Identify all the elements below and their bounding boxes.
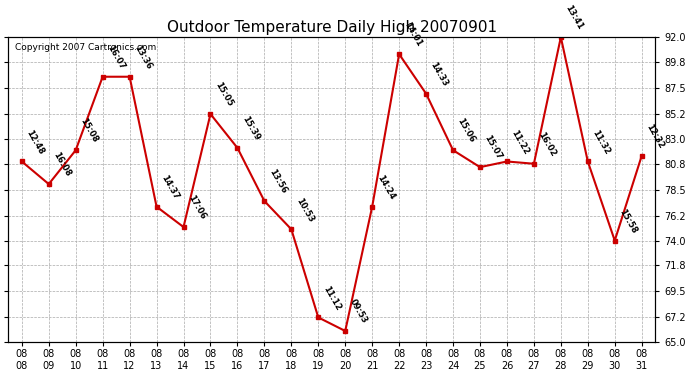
Title: Outdoor Temperature Daily High 20070901: Outdoor Temperature Daily High 20070901: [167, 20, 497, 34]
Text: 11:12: 11:12: [321, 284, 342, 312]
Text: 13:36: 13:36: [132, 44, 153, 71]
Text: 12:32: 12:32: [644, 123, 666, 150]
Text: 15:58: 15:58: [618, 207, 639, 235]
Text: 15:39: 15:39: [240, 115, 262, 142]
Text: 12:48: 12:48: [25, 128, 46, 156]
Text: 15:08: 15:08: [79, 117, 99, 144]
Text: Copyright 2007 Cartronics.com: Copyright 2007 Cartronics.com: [14, 43, 156, 52]
Text: 15:05: 15:05: [213, 81, 235, 108]
Text: 14:33: 14:33: [428, 60, 450, 88]
Text: 16:08: 16:08: [52, 151, 72, 178]
Text: 13:41: 13:41: [564, 4, 584, 32]
Text: 09:53: 09:53: [348, 298, 369, 326]
Text: 16:07: 16:07: [106, 44, 126, 71]
Text: 17:06: 17:06: [186, 194, 207, 221]
Text: 14:37: 14:37: [159, 174, 180, 201]
Text: 15:07: 15:07: [483, 134, 504, 162]
Text: 13:56: 13:56: [267, 168, 288, 195]
Text: 10:53: 10:53: [294, 196, 315, 223]
Text: 15:06: 15:06: [455, 117, 477, 144]
Text: 16:02: 16:02: [537, 130, 558, 158]
Text: 11:22: 11:22: [510, 128, 531, 156]
Text: 14:01: 14:01: [402, 21, 423, 48]
Text: 14:24: 14:24: [375, 173, 396, 201]
Text: 11:32: 11:32: [591, 128, 611, 156]
